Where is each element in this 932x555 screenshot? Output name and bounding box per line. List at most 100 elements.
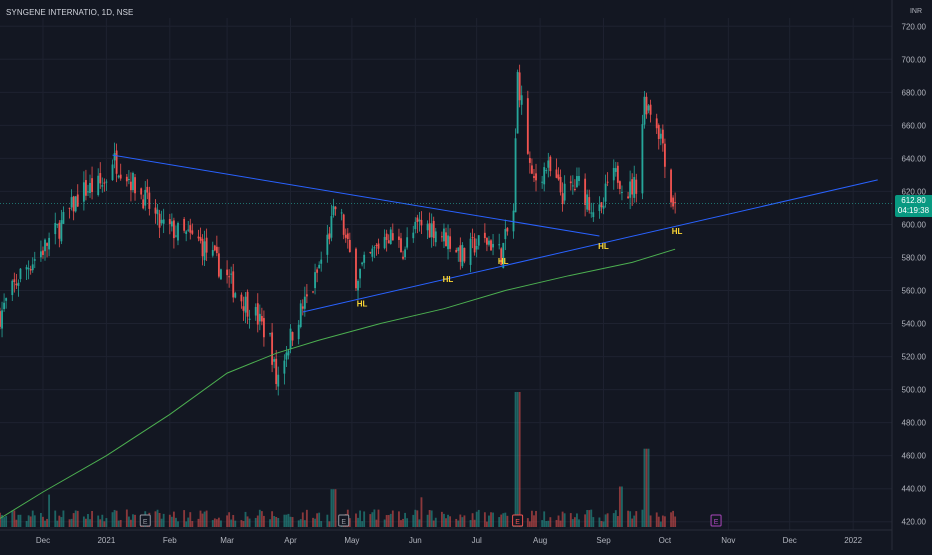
candle-body xyxy=(19,268,22,280)
volume-bar xyxy=(576,513,578,527)
volume-bar xyxy=(449,516,452,527)
volume-bar xyxy=(434,517,437,527)
volume-bar xyxy=(246,516,249,527)
candle-body xyxy=(269,333,271,335)
candle-body xyxy=(101,185,104,187)
volume-bar xyxy=(655,512,658,527)
volume-bar xyxy=(402,518,404,527)
volume-bar xyxy=(569,513,572,527)
candle-body xyxy=(402,256,404,259)
moving-average-line xyxy=(0,248,676,519)
candle-body xyxy=(531,165,533,174)
hl-annotation: HL xyxy=(498,257,509,266)
volume-bar xyxy=(228,512,231,527)
volume-bar xyxy=(406,518,409,527)
volume-bar xyxy=(320,521,323,527)
candle-body xyxy=(627,196,630,199)
volume-bar xyxy=(373,509,376,527)
candle-body xyxy=(602,205,605,209)
candle-body xyxy=(344,234,347,238)
x-tick-label: May xyxy=(344,536,359,545)
candle-body xyxy=(674,202,677,204)
volume-bar xyxy=(475,511,478,527)
candle-body xyxy=(488,240,490,245)
candle-body xyxy=(614,168,617,172)
candle-body xyxy=(377,243,380,249)
volume-bar xyxy=(426,514,429,527)
volume-bar xyxy=(334,489,337,527)
candle-body xyxy=(490,240,492,251)
candle-body xyxy=(584,178,587,205)
x-tick-label: 2022 xyxy=(844,536,862,545)
y-tick-label: 480.00 xyxy=(902,419,927,428)
x-tick-label: Nov xyxy=(721,536,735,545)
volume-bar xyxy=(183,510,186,527)
volume-bar xyxy=(635,511,638,527)
x-tick-label: Aug xyxy=(533,536,547,545)
candle-body xyxy=(361,262,364,265)
candle-body xyxy=(154,207,157,214)
candle-body xyxy=(33,259,36,261)
volume-bar xyxy=(132,514,134,527)
hl-annotation: HL xyxy=(357,300,368,309)
candle-body xyxy=(97,175,100,195)
candle-body xyxy=(27,268,30,270)
volume-bar xyxy=(240,520,243,527)
earnings-marker xyxy=(139,514,151,527)
symbol-title: SYNGENE INTERNATIO, 1D, NSE xyxy=(6,8,134,17)
volume-bar xyxy=(189,512,192,527)
volume-bar xyxy=(498,517,501,527)
volume-bar xyxy=(275,516,278,527)
volume-bar xyxy=(543,511,546,527)
volume-bar xyxy=(432,520,435,527)
volume-bar xyxy=(213,518,216,527)
candle-body xyxy=(256,303,259,325)
volume-bar xyxy=(277,517,280,527)
candle-body xyxy=(297,324,300,340)
volume-bar xyxy=(54,510,57,527)
volume-bar xyxy=(672,510,675,527)
candle-body xyxy=(547,160,550,168)
volume-bar xyxy=(359,510,361,527)
volume-bar xyxy=(201,513,204,527)
volume-bar xyxy=(172,511,175,527)
candle-body xyxy=(359,268,361,279)
candle-body xyxy=(426,223,429,231)
volume-bar xyxy=(76,510,79,527)
volume-bar xyxy=(3,517,6,527)
volume-bar xyxy=(318,512,321,527)
volume-bar xyxy=(48,494,51,527)
x-tick-label: Dec xyxy=(783,536,797,545)
volume-bar xyxy=(492,512,494,527)
candle-body xyxy=(242,306,245,311)
candle-body xyxy=(127,179,130,181)
candle-body xyxy=(105,181,108,183)
volume-bar xyxy=(518,392,521,527)
candle-body xyxy=(1,310,3,329)
candle-body xyxy=(563,183,566,201)
candle-body xyxy=(369,251,372,253)
candle-body xyxy=(606,181,609,183)
volume-bar xyxy=(230,519,233,527)
candle-body xyxy=(391,233,394,241)
candle-body xyxy=(528,157,531,163)
candle-body xyxy=(140,188,143,195)
volume-bar xyxy=(312,517,314,527)
x-tick-label: Feb xyxy=(163,536,177,545)
candle-body xyxy=(389,229,392,245)
volume-bar xyxy=(111,512,114,527)
volume-bar xyxy=(60,517,63,527)
candle-body xyxy=(125,176,128,182)
volume-bar xyxy=(531,510,533,527)
candle-body xyxy=(535,173,537,181)
candle-body xyxy=(254,307,257,316)
candle-body xyxy=(473,238,476,253)
volume-bar xyxy=(418,519,421,527)
volume-bar xyxy=(600,521,603,527)
candle-body xyxy=(420,220,423,226)
volume-bar xyxy=(461,517,464,527)
volume-bar xyxy=(134,514,136,527)
candle-body xyxy=(647,105,650,111)
